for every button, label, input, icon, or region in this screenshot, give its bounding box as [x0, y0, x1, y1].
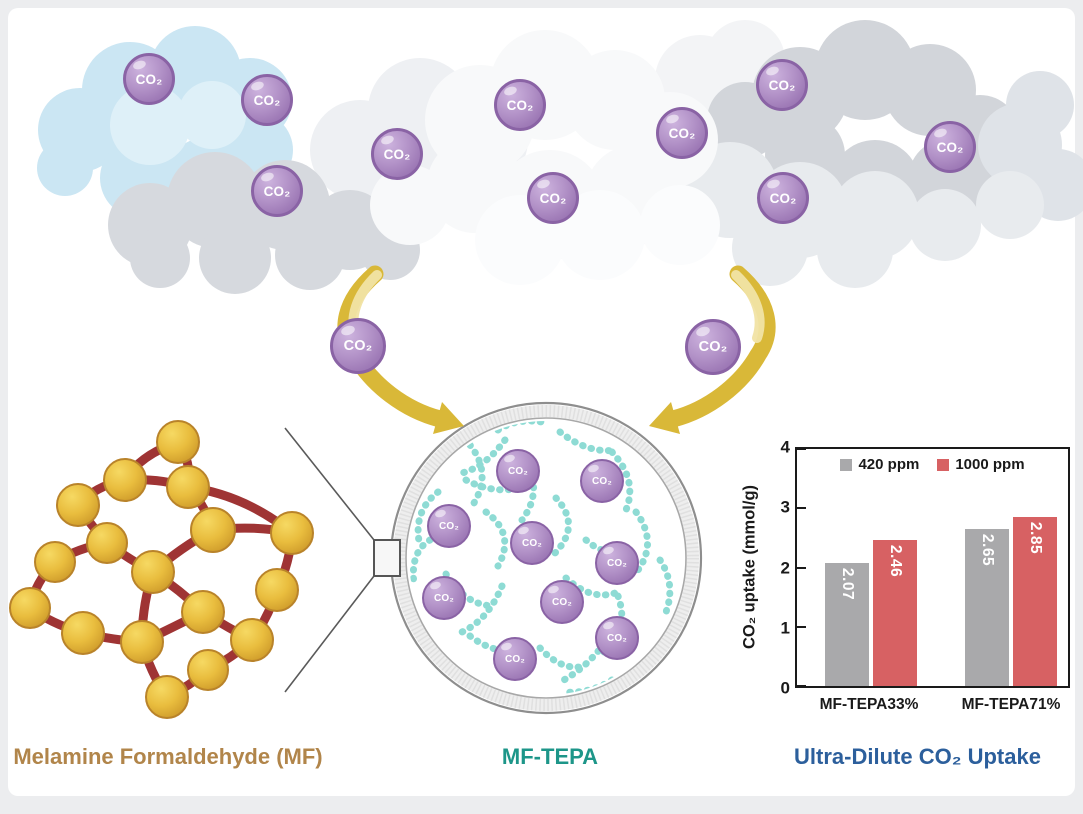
y-tick: 2	[780, 558, 790, 577]
category-label-mftepa33: MF-TEPA33%	[819, 696, 919, 713]
co2-molecule-captured: CO₂	[427, 504, 471, 548]
legend-label-1000ppm: 1000 ppm	[955, 456, 1025, 473]
y-tickmark	[797, 507, 806, 510]
co2-molecule-captured: CO₂	[595, 616, 639, 660]
legend-label-420ppm: 420 ppm	[858, 456, 920, 473]
co2-label: CO₂	[507, 465, 529, 477]
co2-label: CO₂	[551, 596, 573, 608]
plot-area: 420 ppm 1000 ppm 2.07 2.46 2.65 2.85	[795, 447, 1070, 688]
y-axis-label: CO₂ uptake (mmol/g)	[740, 484, 759, 650]
co2-molecule: CO₂	[656, 107, 708, 159]
co2-molecule-arrow: CO₂	[685, 319, 741, 375]
bar-MF-TEPA71%-420 ppm: 2.65	[965, 529, 1009, 686]
co2-molecule-captured: CO₂	[580, 459, 624, 503]
co2-label: CO₂	[668, 125, 696, 141]
y-tickmark	[797, 625, 806, 628]
co2-label: CO₂	[263, 183, 291, 199]
co2-label: CO₂	[343, 338, 373, 354]
co2-molecule: CO₂	[756, 59, 808, 111]
y-tickmark	[797, 448, 806, 450]
co2-label: CO₂	[769, 190, 797, 206]
co2-molecule: CO₂	[924, 121, 976, 173]
co2-label: CO₂	[253, 92, 281, 108]
y-ticks: 0 1 2 3 4	[764, 439, 790, 697]
bars: 2.07 2.46	[825, 449, 917, 686]
co2-molecule-captured: CO₂	[496, 449, 540, 493]
legend-item-420ppm: 420 ppm	[840, 456, 919, 473]
y-tick: 4	[780, 437, 790, 457]
co2-label: CO₂	[591, 475, 613, 487]
co2-label: CO₂	[936, 139, 964, 155]
bar-group-mftepa71: 2.65 2.85	[965, 449, 1057, 686]
co2-label: CO₂	[438, 520, 460, 532]
y-tick: 1	[780, 618, 790, 638]
co2-molecule: CO₂	[123, 53, 175, 105]
bar-MF-TEPA33%-420 ppm: 2.07	[825, 563, 869, 686]
co2-label: CO₂	[383, 146, 411, 162]
co2-molecule-arrow: CO₂	[330, 318, 386, 374]
y-tick: 3	[780, 497, 790, 517]
co2-label: CO₂	[135, 71, 163, 87]
mftepa-caption: MF-TEPA	[501, 744, 599, 769]
bars: 2.65 2.85	[965, 449, 1057, 686]
co2-label: CO₂	[606, 557, 628, 569]
bar-MF-TEPA33%-1000 ppm: 2.46	[873, 540, 917, 686]
co2-label: CO₂	[698, 339, 728, 355]
co2-molecule: CO₂	[251, 165, 303, 217]
co2-molecule: CO₂	[757, 172, 809, 224]
chart-title: Ultra-Dilute CO₂ Uptake	[794, 744, 1041, 769]
mf-caption: Melamine Formaldehyde (MF)	[13, 744, 323, 769]
category-label-mftepa71: MF-TEPA71%	[961, 696, 1061, 713]
co2-molecule: CO₂	[494, 79, 546, 131]
y-tickmark	[797, 685, 806, 687]
co2-molecule-captured: CO₂	[540, 580, 584, 624]
chart-legend: 420 ppm 1000 ppm	[797, 456, 1068, 473]
co2-label: CO₂	[433, 592, 455, 604]
co2-label: CO₂	[768, 77, 796, 93]
legend-swatch-1000ppm	[937, 458, 950, 471]
legend-swatch-420ppm	[840, 458, 853, 471]
co2-molecule: CO₂	[527, 172, 579, 224]
co2-molecule-captured: CO₂	[595, 541, 639, 585]
y-tickmark	[797, 566, 806, 569]
co2-label: CO₂	[521, 537, 543, 549]
bar-value-label: 2.85	[1027, 522, 1044, 555]
co2-label: CO₂	[506, 97, 534, 113]
bar-value-label: 2.65	[979, 533, 996, 567]
y-tick: 0	[780, 678, 790, 698]
bar-value-label: 2.07	[839, 568, 856, 601]
bar-value-label: 2.46	[887, 545, 904, 578]
co2-molecule-captured: CO₂	[422, 576, 466, 620]
uptake-chart: CO₂ uptake (mmol/g) 0 1 2 3 4 420 ppm 1000 p…	[740, 415, 1083, 745]
co2-label: CO₂	[504, 653, 526, 665]
co2-molecule-captured: CO₂	[510, 521, 554, 565]
co2-label: CO₂	[606, 632, 628, 644]
co2-molecule-captured: CO₂	[493, 637, 537, 681]
legend-item-1000ppm: 1000 ppm	[937, 456, 1025, 473]
co2-label: CO₂	[539, 190, 567, 206]
bar-group-mftepa33: 2.07 2.46	[825, 449, 917, 686]
co2-molecule: CO₂	[241, 74, 293, 126]
category-labels: MF-TEPA33% MF-TEPA71%	[795, 696, 1070, 718]
bar-MF-TEPA71%-1000 ppm: 2.85	[1013, 517, 1057, 686]
co2-molecule: CO₂	[371, 128, 423, 180]
